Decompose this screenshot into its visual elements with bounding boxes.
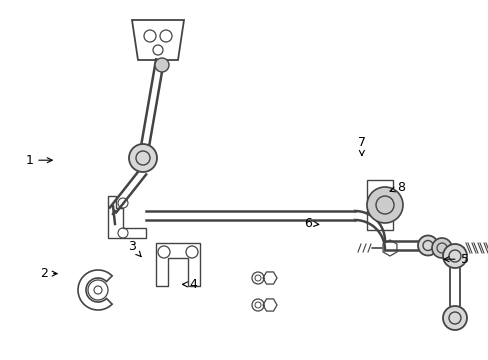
Text: 7: 7 [357,136,365,156]
Circle shape [442,306,466,330]
Circle shape [442,244,466,268]
Text: 6: 6 [304,217,318,230]
Circle shape [366,187,402,223]
Text: 5: 5 [443,253,468,266]
Text: 4: 4 [182,278,197,291]
Circle shape [129,144,157,172]
Text: 3: 3 [128,240,141,257]
Circle shape [417,235,437,256]
Text: 2: 2 [40,267,57,280]
Circle shape [155,58,169,72]
Text: 1: 1 [25,154,52,167]
Circle shape [431,238,451,258]
Text: 8: 8 [389,181,404,194]
